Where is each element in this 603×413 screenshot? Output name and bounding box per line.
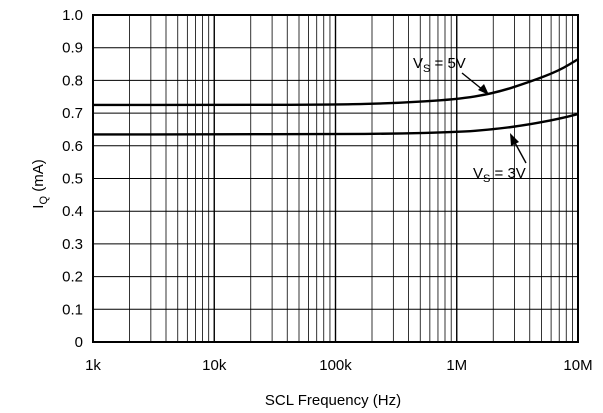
x-tick-label: 10k: [202, 357, 227, 374]
y-tick-label: 0.7: [62, 105, 83, 122]
y-tick-label: 0.2: [62, 269, 83, 286]
series-label-5v-main: V: [413, 55, 423, 72]
series-line-3v: [93, 112, 579, 136]
y-tick-label: 0: [75, 334, 83, 351]
series-label-3v-main: V: [473, 165, 483, 182]
series-arrowhead-3v: [510, 133, 519, 146]
y-axis-label-main: I: [30, 205, 47, 209]
series-lines: [93, 57, 580, 136]
x-axis-label: SCL Frequency (Hz): [265, 392, 401, 409]
series-annotations: VS = 5V VS = 3V: [413, 55, 527, 185]
y-tick-label: 0.4: [62, 203, 83, 220]
y-tick-label: 0.8: [62, 72, 83, 89]
series-arrow-5v: [461, 72, 484, 91]
series-arrowhead-5v: [478, 84, 489, 95]
y-tick-label: 0.3: [62, 236, 83, 253]
x-tick-labels: 1k 10k 100k 1M 10M: [85, 357, 593, 374]
y-tick-label: 0.9: [62, 40, 83, 57]
y-tick-label: 0.5: [62, 171, 83, 188]
series-label-3v-sub: S: [483, 173, 490, 185]
x-tick-label: 100k: [319, 357, 352, 374]
y-axis-label-sub: Q: [38, 196, 50, 205]
y-tick-labels: 0 0.1 0.2 0.3 0.4 0.5 0.6 0.7 0.8 0.9 1.0: [62, 7, 83, 351]
series-label-3v: VS = 3V: [473, 165, 526, 185]
series-arrow-3v: [513, 140, 527, 164]
y-axis-label: IQ (mA): [30, 159, 50, 208]
y-tick-label: 0.1: [62, 301, 83, 318]
series-line-5v: [93, 57, 580, 107]
y-axis-label-rest: (mA): [30, 159, 47, 196]
series-label-3v-rest: = 3V: [490, 165, 525, 182]
x-tick-label: 10M: [563, 357, 592, 374]
y-tick-label: 1.0: [62, 7, 83, 24]
series-label-5v: VS = 5V: [413, 55, 466, 75]
plot-frame: [92, 14, 579, 343]
y-tick-label: 0.6: [62, 138, 83, 155]
x-tick-label: 1k: [85, 357, 101, 374]
x-tick-label: 1M: [446, 357, 467, 374]
series-label-5v-rest: = 5V: [430, 55, 465, 72]
series-label-5v-sub: S: [423, 63, 430, 75]
